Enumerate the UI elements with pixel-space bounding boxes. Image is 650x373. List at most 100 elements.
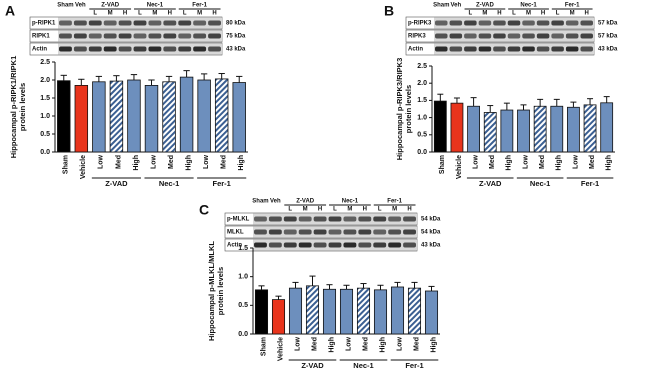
blot-lane-label: Sham (433, 3, 449, 9)
bar (74, 85, 89, 153)
y-axis-label: Hippocampal p-RIPK3/RIPK3 (395, 58, 404, 161)
blot-dose-label: M (108, 11, 113, 17)
group-label: Fer-1 (405, 361, 423, 370)
blot-band (148, 20, 162, 26)
blot-band (268, 242, 282, 248)
blot-band (507, 20, 521, 26)
blot-band (478, 20, 492, 26)
blot-kda-label: 75 kDa (226, 34, 246, 40)
x-tick-label: Low (150, 154, 157, 169)
blot-dose-label: M (526, 11, 531, 17)
blot-band (536, 46, 550, 52)
blot-band (373, 216, 387, 222)
y-tick-label: 1.5 (417, 97, 427, 104)
x-tick-label: Sham (260, 337, 267, 356)
blot-band (254, 242, 267, 248)
panel-letter: B (384, 3, 394, 19)
x-tick-label: Med (168, 155, 175, 169)
blot-band (148, 33, 162, 39)
blot-band (478, 46, 492, 52)
blot-band (313, 229, 327, 235)
x-tick-label: Med (539, 155, 546, 169)
blot-lane-label: Veh (270, 199, 281, 205)
blot-band (193, 20, 207, 26)
panel-letter: A (5, 3, 15, 19)
blot-band (283, 216, 297, 222)
y-tick-label: 1.5 (238, 245, 248, 252)
x-tick-label: Low (98, 154, 105, 169)
blot-band (73, 46, 87, 52)
blot-band (88, 33, 102, 39)
blot-dose-label: H (407, 207, 411, 213)
blot-band (449, 46, 463, 52)
x-tick-label: Med (221, 155, 228, 169)
bar (600, 102, 614, 153)
blot-row-label: Actin (227, 243, 242, 249)
blot-band (522, 20, 535, 26)
blot-row-label: p-MLKL (227, 217, 250, 223)
blot-band (403, 229, 416, 235)
blot-band (268, 229, 282, 235)
bar (407, 287, 422, 335)
blot-band (507, 33, 521, 39)
blot-band (193, 33, 207, 39)
blot-band (522, 46, 535, 52)
y-tick-label: 0.0 (238, 331, 248, 338)
blot-kda-label: 80 kDa (226, 21, 246, 27)
blot-band (163, 20, 177, 26)
blot-band (208, 20, 221, 26)
blot-band (59, 46, 72, 52)
x-tick-label: High (379, 337, 386, 353)
blot-dose-label: L (469, 11, 473, 17)
x-tick-label: Vehicle (80, 155, 87, 179)
blot-kda-label: 43 kDa (226, 47, 246, 53)
x-tick-label: Low (472, 154, 479, 169)
blot-band (551, 46, 564, 52)
blot-band (268, 216, 282, 222)
blot-band (103, 46, 117, 52)
x-tick-label: Vehicle (277, 337, 284, 361)
group-label: Nec-1 (353, 361, 373, 370)
y-axis-label: protein levels (404, 85, 413, 133)
blot-band (103, 20, 117, 26)
blot-band (580, 46, 593, 52)
x-tick-label: Med (589, 155, 596, 169)
blot-dose-label: M (197, 11, 202, 17)
y-axis-label: Hippocampal p-RIPK1/RIPK1 (9, 56, 18, 159)
blot-band (565, 33, 579, 39)
blot-dose-label: L (556, 11, 560, 17)
bar (567, 106, 580, 153)
bar (144, 85, 159, 153)
y-tick-label: 0.0 (40, 149, 50, 156)
blot-band (88, 46, 102, 52)
blot-group-label: Nec-1 (520, 3, 537, 9)
x-tick-label: High (328, 337, 335, 353)
x-tick-label: High (556, 155, 563, 171)
blot-group-label: Nec-1 (147, 3, 164, 9)
blot-dose-label: M (570, 11, 575, 17)
blot-band (358, 242, 372, 248)
blot-band (493, 46, 506, 52)
blot-row-label: Actin (32, 47, 47, 53)
blot-band (208, 46, 221, 52)
blot-band (178, 46, 192, 52)
blot-lane-label: Veh (75, 3, 86, 9)
blot-band (435, 33, 448, 39)
blot-dose-label: H (497, 11, 501, 17)
blot-dose-label: H (168, 11, 172, 17)
blot-lane-label: Veh (450, 3, 461, 9)
blot-band (193, 46, 207, 52)
x-tick-label: Sham (63, 155, 70, 174)
blot-dose-label: H (585, 11, 589, 17)
blot-band (313, 242, 327, 248)
blot-dose-label: H (212, 11, 216, 17)
blot-group-label: Z-VAD (476, 3, 495, 9)
bar (373, 289, 388, 335)
blot-kda-label: 54 kDa (421, 217, 441, 223)
blot-band (464, 46, 477, 52)
blot-dose-label: H (363, 207, 367, 213)
blot-dose-label: M (392, 207, 397, 213)
x-tick-label: Med (489, 155, 496, 169)
x-tick-label: High (133, 155, 140, 171)
blot-lane-label: Sham (252, 199, 268, 205)
